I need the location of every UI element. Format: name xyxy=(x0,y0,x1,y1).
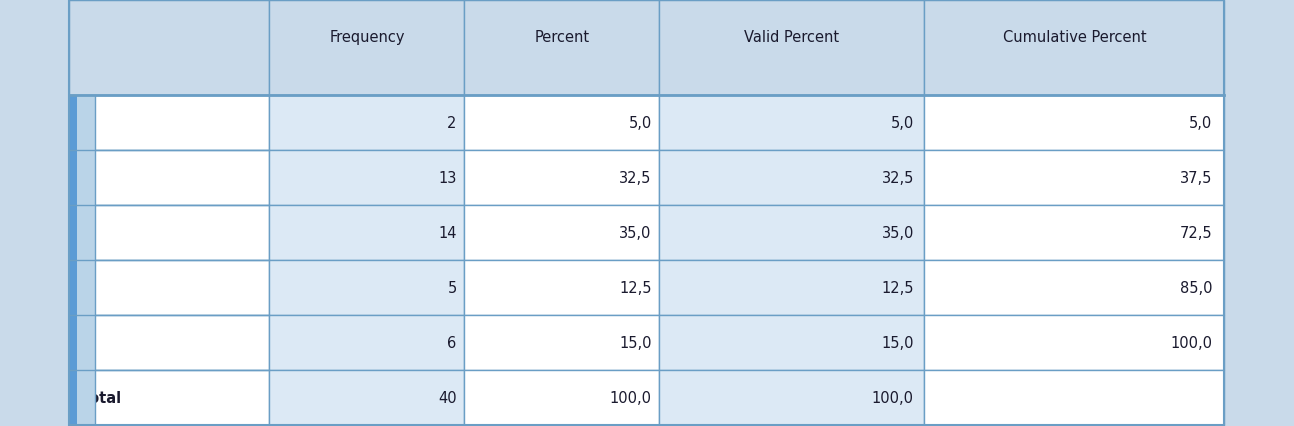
Text: 5,0: 5,0 xyxy=(890,116,914,131)
Text: Percent: Percent xyxy=(534,29,590,44)
Bar xyxy=(70,205,269,260)
Text: 13: 13 xyxy=(439,170,457,186)
Bar xyxy=(660,1,924,96)
Text: 3: 3 xyxy=(82,170,91,186)
Bar xyxy=(924,370,1224,425)
Bar xyxy=(465,151,660,205)
Text: 6: 6 xyxy=(448,335,457,350)
Text: 35,0: 35,0 xyxy=(881,225,914,240)
Text: 85,0: 85,0 xyxy=(1180,280,1212,295)
Bar xyxy=(269,1,465,96)
Text: 40: 40 xyxy=(439,390,457,405)
Text: 72,5: 72,5 xyxy=(1180,225,1212,240)
Bar xyxy=(660,205,924,260)
Bar xyxy=(924,96,1224,151)
Text: 15,0: 15,0 xyxy=(620,335,652,350)
Text: 4: 4 xyxy=(82,225,91,240)
Text: 5: 5 xyxy=(82,280,91,295)
Bar xyxy=(465,1,660,96)
Bar xyxy=(465,96,660,151)
Text: 100,0: 100,0 xyxy=(609,390,652,405)
Text: 6: 6 xyxy=(82,335,91,350)
Text: Cumulative Percent: Cumulative Percent xyxy=(1003,29,1146,44)
Bar xyxy=(465,315,660,370)
Bar xyxy=(269,260,465,315)
Text: 37,5: 37,5 xyxy=(1180,170,1212,186)
Text: Frequency: Frequency xyxy=(329,29,405,44)
Bar xyxy=(70,151,269,205)
Bar xyxy=(660,96,924,151)
Bar xyxy=(70,1,269,96)
Text: 35,0: 35,0 xyxy=(620,225,652,240)
Bar xyxy=(70,370,269,425)
Bar xyxy=(78,96,96,425)
Text: 5: 5 xyxy=(448,280,457,295)
Text: 100,0: 100,0 xyxy=(1171,335,1212,350)
Text: Valid Percent: Valid Percent xyxy=(744,29,840,44)
Text: 5,0: 5,0 xyxy=(1189,116,1212,131)
Bar xyxy=(465,205,660,260)
Text: 14: 14 xyxy=(439,225,457,240)
Bar xyxy=(924,205,1224,260)
Bar xyxy=(70,260,269,315)
Bar xyxy=(465,370,660,425)
Text: 2: 2 xyxy=(448,116,457,131)
Bar xyxy=(660,370,924,425)
Bar xyxy=(660,315,924,370)
Bar xyxy=(924,1,1224,96)
Text: 32,5: 32,5 xyxy=(620,170,652,186)
Bar xyxy=(70,96,269,151)
Bar xyxy=(660,260,924,315)
Bar xyxy=(924,151,1224,205)
Text: 12,5: 12,5 xyxy=(881,280,914,295)
Bar xyxy=(660,151,924,205)
Bar xyxy=(269,315,465,370)
Text: 15,0: 15,0 xyxy=(881,335,914,350)
Bar xyxy=(70,1,1224,425)
Text: 100,0: 100,0 xyxy=(872,390,914,405)
Bar xyxy=(70,96,78,425)
Text: 2: 2 xyxy=(82,116,91,131)
Bar xyxy=(924,315,1224,370)
Bar xyxy=(269,151,465,205)
Bar xyxy=(269,96,465,151)
Bar xyxy=(70,315,269,370)
Text: 32,5: 32,5 xyxy=(881,170,914,186)
Bar xyxy=(465,260,660,315)
Text: 5,0: 5,0 xyxy=(629,116,652,131)
Text: 12,5: 12,5 xyxy=(620,280,652,295)
Bar xyxy=(924,260,1224,315)
Bar xyxy=(269,205,465,260)
Bar xyxy=(269,370,465,425)
Text: Total: Total xyxy=(82,390,122,405)
